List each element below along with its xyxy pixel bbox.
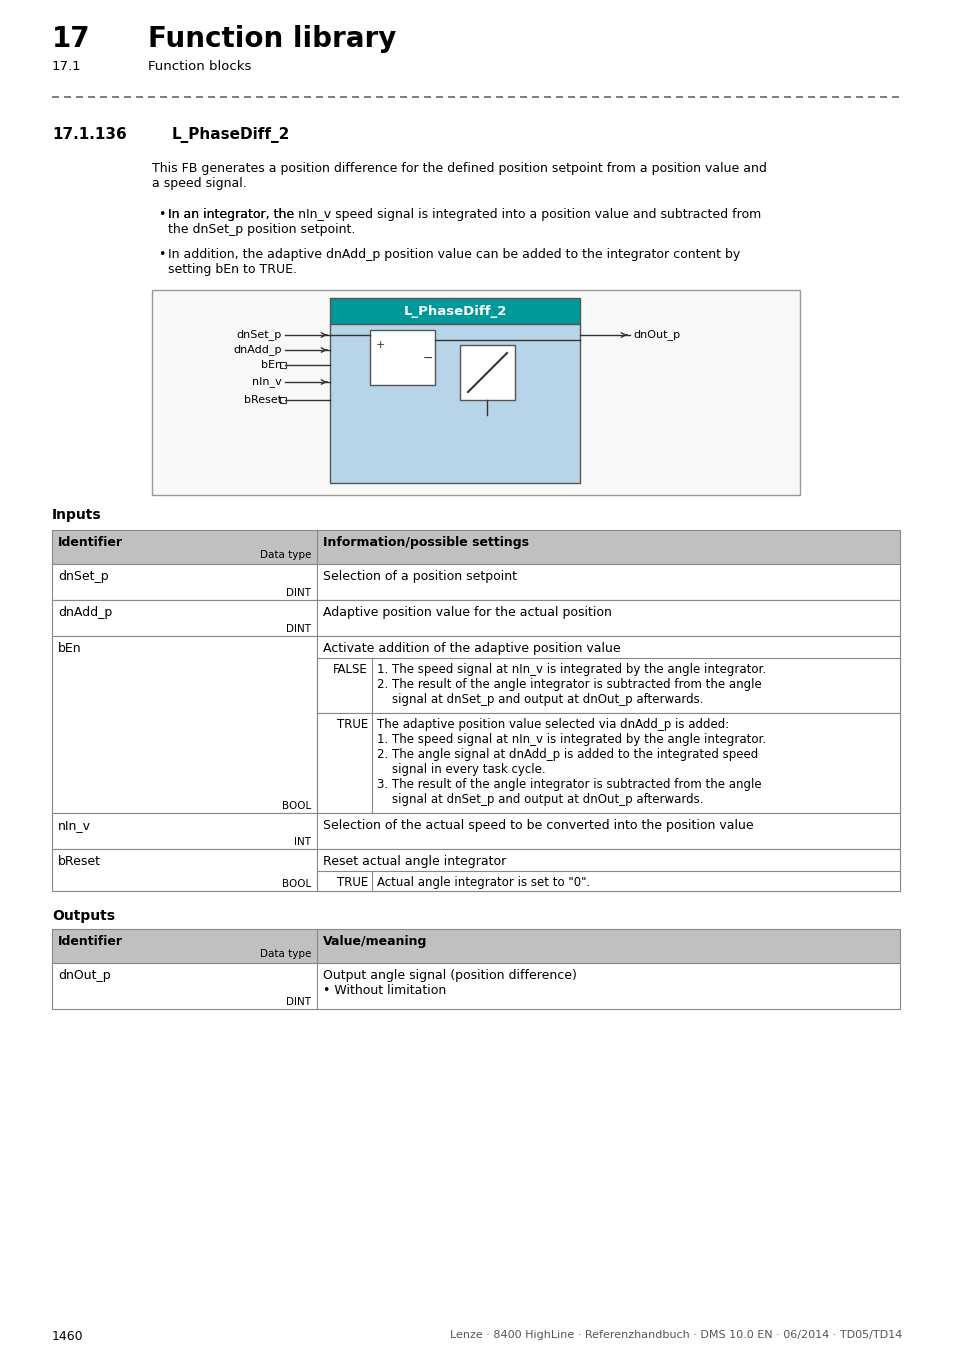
Bar (280, 362, 286, 369)
Text: This FB generates a position difference for the defined position setpoint from a: This FB generates a position difference … (152, 162, 766, 190)
Bar (316, 713, 899, 813)
Text: •: • (158, 248, 165, 261)
Bar (316, 871, 899, 891)
Text: The adaptive position value selected via dnAdd_p is added:
1. The speed signal a: The adaptive position value selected via… (376, 718, 765, 806)
Text: TRUE: TRUE (336, 876, 368, 890)
Text: dnAdd_p: dnAdd_p (233, 344, 282, 355)
Text: Identifier: Identifier (58, 536, 123, 549)
Text: Lenze · 8400 HighLine · Referenzhandbuch · DMS 10.0 EN · 06/2014 · TD05/TD14: Lenze · 8400 HighLine · Referenzhandbuch… (449, 1330, 901, 1341)
Text: In addition, the adaptive dnAdd_p position value can be added to the integrator : In addition, the adaptive dnAdd_p positi… (168, 248, 740, 275)
Bar (52, 849, 899, 891)
Bar (316, 657, 899, 713)
Text: Actual angle integrator is set to "0".: Actual angle integrator is set to "0". (376, 876, 590, 890)
Text: DINT: DINT (286, 998, 311, 1007)
Text: +: + (375, 340, 385, 350)
Text: dnOut_p: dnOut_p (58, 969, 111, 981)
Text: bEn: bEn (58, 643, 82, 655)
Text: bReset: bReset (58, 855, 101, 868)
Bar (52, 929, 899, 963)
Text: nIn_v: nIn_v (252, 377, 282, 387)
Text: Information/possible settings: Information/possible settings (323, 536, 529, 549)
Text: Identifier: Identifier (58, 936, 123, 948)
Text: 17.1.136: 17.1.136 (52, 127, 127, 142)
Text: Reset actual angle integrator: Reset actual angle integrator (323, 855, 506, 868)
Text: DINT: DINT (286, 624, 311, 634)
Text: Adaptive position value for the actual position: Adaptive position value for the actual p… (323, 606, 611, 620)
Text: In an integrator, the nIn_v speed signal is integrated into a position value and: In an integrator, the nIn_v speed signal… (168, 208, 760, 236)
Text: 17.1: 17.1 (52, 59, 82, 73)
Bar (330, 298, 579, 324)
Text: Selection of the actual speed to be converted into the position value: Selection of the actual speed to be conv… (323, 819, 753, 832)
Text: FALSE: FALSE (333, 663, 368, 676)
Text: bEn: bEn (260, 360, 282, 370)
Bar (459, 346, 515, 400)
Text: Function library: Function library (148, 26, 395, 53)
Text: Inputs: Inputs (52, 508, 102, 522)
Text: Data type: Data type (259, 949, 311, 958)
Text: Output angle signal (position difference)
• Without limitation: Output angle signal (position difference… (323, 969, 577, 998)
Text: TRUE: TRUE (336, 718, 368, 730)
Text: 1. The speed signal at nIn_v is integrated by the angle integrator.
2. The resul: 1. The speed signal at nIn_v is integrat… (376, 663, 765, 706)
Bar (52, 813, 899, 849)
Text: DINT: DINT (286, 589, 311, 598)
Text: L_PhaseDiff_2: L_PhaseDiff_2 (172, 127, 290, 143)
Text: 17: 17 (52, 26, 91, 53)
Text: Data type: Data type (259, 549, 311, 560)
Text: Activate addition of the adaptive position value: Activate addition of the adaptive positi… (323, 643, 620, 655)
Text: Function blocks: Function blocks (148, 59, 251, 73)
Text: In an integrator, the: In an integrator, the (168, 208, 297, 221)
Text: •: • (158, 208, 165, 221)
Text: Value/meaning: Value/meaning (323, 936, 427, 948)
Text: dnSet_p: dnSet_p (58, 570, 109, 583)
Text: nIn_v: nIn_v (58, 819, 91, 832)
Text: L_PhaseDiff_2: L_PhaseDiff_2 (403, 305, 506, 317)
Text: dnAdd_p: dnAdd_p (58, 606, 112, 620)
Text: Outputs: Outputs (52, 909, 115, 923)
Text: bReset: bReset (244, 396, 282, 405)
Text: BOOL: BOOL (281, 879, 311, 890)
Bar (330, 324, 579, 483)
Text: Selection of a position setpoint: Selection of a position setpoint (323, 570, 517, 583)
Text: 1460: 1460 (52, 1330, 84, 1343)
Bar (52, 599, 899, 636)
Bar (152, 290, 800, 495)
Bar (370, 329, 435, 385)
Bar (52, 564, 899, 599)
Bar (52, 531, 899, 564)
Bar (280, 397, 286, 404)
Text: BOOL: BOOL (281, 801, 311, 811)
Bar (330, 298, 579, 324)
Text: −: − (422, 351, 433, 364)
Text: dnSet_p: dnSet_p (236, 329, 282, 340)
Bar (52, 636, 899, 813)
Bar (52, 963, 899, 1008)
Text: INT: INT (294, 837, 311, 846)
Text: dnOut_p: dnOut_p (633, 329, 679, 340)
